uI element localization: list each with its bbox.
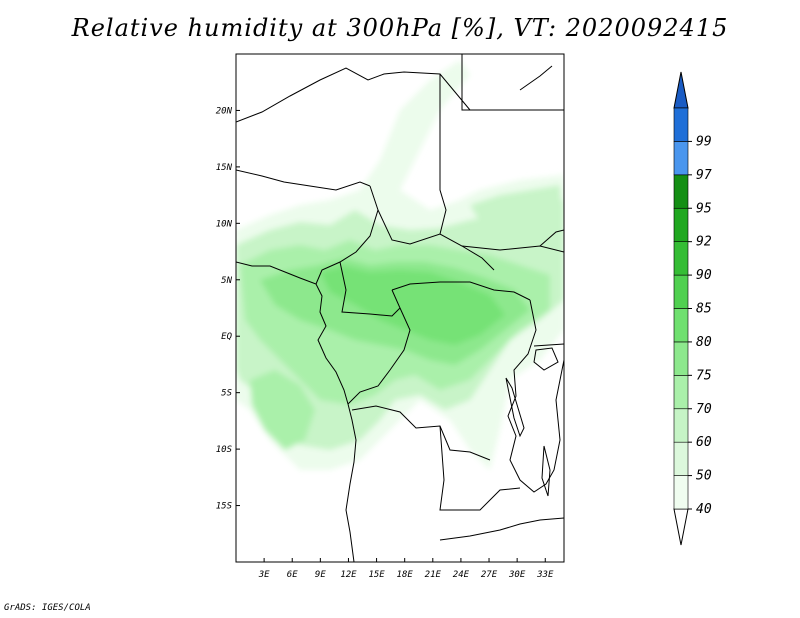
colorbar-label: 70: [696, 402, 712, 417]
colorbar: 40 50 60 70 75 80 85 90 92 95 97 99: [673, 71, 712, 546]
colorbar-label: 85: [696, 302, 712, 317]
colorbar-label: 90: [696, 268, 712, 283]
lake-malawi: [541, 445, 551, 497]
lake-tanganyika: [505, 377, 525, 438]
map-frame: [235, 53, 565, 563]
lat-tick-label: 15N: [216, 163, 233, 173]
colorbar-segment: [673, 141, 689, 176]
humidity-field-ne: [470, 185, 564, 245]
lat-tick-label: EQ: [221, 332, 232, 342]
lon-tick-label: 27E: [481, 570, 498, 580]
lat-tick-label: 15S: [216, 502, 233, 512]
colorbar-label: 50: [696, 469, 712, 484]
humidity-field-sw: [250, 370, 315, 450]
lat-tick-label: 20N: [216, 106, 233, 116]
coastline-red-sea: [519, 65, 553, 91]
border-sudan-south-sudan: [461, 245, 564, 253]
colorbar-bottom-arrow: [673, 508, 689, 546]
colorbar-segment: [673, 408, 689, 443]
colorbar-segment: [673, 274, 689, 309]
colorbar-segment: [673, 441, 689, 476]
country-boundaries: [236, 54, 564, 562]
colorbar-label: 92: [696, 235, 712, 250]
border-libya-egypt-sudan: [461, 54, 564, 111]
lake-victoria: [533, 347, 559, 371]
colorbar-label: 99: [696, 134, 712, 149]
lat-tick-label: 10N: [216, 219, 233, 229]
coastline-angola: [345, 403, 357, 562]
lon-tick-label: 9E: [315, 570, 326, 580]
colorbar-label: 97: [696, 168, 712, 183]
humidity-field-80: [320, 266, 505, 345]
border-niger-south: [236, 169, 371, 191]
border-congo-drc: [347, 307, 411, 405]
lon-tick-label: 12E: [340, 570, 357, 580]
lon-tick-label: 33E: [536, 570, 554, 580]
colorbar-segment: [673, 475, 689, 510]
colorbar-label: 95: [696, 201, 712, 216]
latitude-axis: 20N 15N 10N 5N EQ 5S 10S 15S: [216, 106, 240, 512]
border-car-drc: [391, 281, 531, 301]
longitude-axis: 3E 6E 9E 12E 15E 18E 21E 24E 27E 30E 33E: [258, 558, 554, 580]
border-uganda-kenya: [533, 343, 564, 347]
border-sahara: [236, 67, 471, 123]
lon-tick-label: 15E: [368, 570, 385, 580]
border-angola-zambia: [439, 425, 521, 511]
lon-tick-label: 30E: [508, 570, 526, 580]
colorbar-label: 40: [696, 502, 712, 517]
colorbar-segment: [673, 375, 689, 410]
colorbar-segment: [673, 107, 689, 142]
lat-tick-label: 5N: [221, 276, 232, 286]
colorbar-segment: [673, 174, 689, 209]
credit-footer: GrADS: IGES/COLA: [4, 603, 91, 613]
colorbar-label: 80: [696, 335, 712, 350]
colorbar-segment: [673, 308, 689, 343]
colorbar-label: 60: [696, 435, 712, 450]
colorbar-segment: [673, 207, 689, 242]
map-title: Relative humidity at 300hPa [%], VT: 202…: [71, 14, 729, 42]
coastline-gulf-of-guinea: [236, 261, 349, 405]
humidity-shading: [236, 60, 564, 470]
lat-tick-label: 5S: [221, 389, 232, 399]
colorbar-segment: [673, 241, 689, 276]
colorbar-label: 75: [696, 368, 712, 383]
lon-tick-label: 6E: [287, 570, 298, 580]
border-ethiopia: [539, 229, 564, 247]
colorbar-segment: [673, 341, 689, 376]
lon-tick-label: 24E: [453, 570, 470, 580]
lat-tick-label: 10S: [216, 445, 233, 455]
lon-tick-label: 21E: [425, 570, 442, 580]
colorbar-top-arrow: [673, 71, 689, 109]
border-zambia-south: [439, 517, 564, 541]
border-drc-angola: [351, 405, 491, 461]
border-chad-sudan: [439, 74, 447, 235]
lon-tick-label: 3E: [258, 570, 270, 580]
border-east-africa: [507, 299, 564, 493]
lon-tick-label: 18E: [397, 570, 414, 580]
